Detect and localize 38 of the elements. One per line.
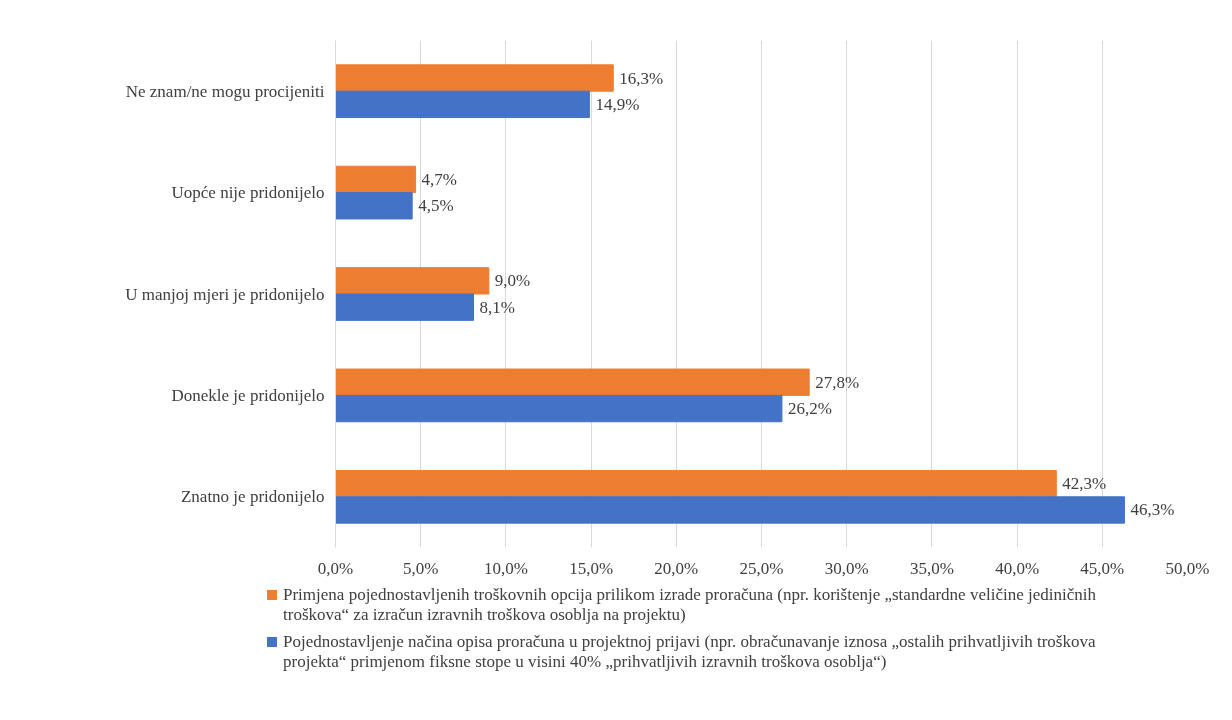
legend-label: Pojednostavljenje načina opisa proračuna u projektnoj prijavi (npr. obračunavanje iznosa „ostalih prihvatljivih troškova projekta“ primjenom fiksne stope u visini 40% „prihvatljivih izravnih troškova osoblja“)	[283, 631, 1097, 673]
bar	[335, 394, 783, 423]
data-label: 42,3%	[1062, 474, 1107, 494]
x-tick-label: 10,0%	[483, 558, 528, 578]
x-tick-label: 5,0%	[402, 558, 439, 578]
bar	[335, 165, 417, 194]
y-tick-label: Uopće nije pridonijelo	[171, 183, 325, 203]
bar	[335, 368, 810, 396]
x-tick-label: 15,0%	[569, 558, 614, 578]
bar	[335, 64, 614, 92]
x-tick-label: 0,0%	[317, 558, 354, 578]
bar	[335, 267, 490, 295]
x-tick-label: 35,0%	[909, 558, 954, 578]
data-label: 16,3%	[619, 68, 664, 88]
data-label: 46,3%	[1130, 500, 1175, 520]
bar	[335, 192, 413, 220]
data-label: 14,9%	[595, 94, 640, 114]
legend-label: Primjena pojednostavljenih troškovnih opcija prilikom izrade proračuna (npr. korištenje „standardne veličine jediničnih troškova“ za izračun izravnih troškova osoblja na projektu)	[283, 585, 1097, 626]
x-tick-label: 25,0%	[739, 558, 784, 578]
x-tick-label: 45,0%	[1080, 558, 1125, 578]
data-label: 4,7%	[421, 169, 458, 189]
x-tick-label: 20,0%	[654, 558, 699, 578]
data-label: 8,1%	[479, 297, 515, 317]
y-tick-label: Znatno je pridonijelo	[180, 487, 325, 507]
bar	[335, 496, 1125, 524]
data-label: 4,5%	[418, 196, 454, 216]
bar	[335, 293, 475, 321]
x-tick-label: 40,0%	[995, 558, 1040, 578]
x-tick-label: 50,0%	[1165, 558, 1210, 578]
bar	[335, 469, 1057, 498]
data-label: 9,0%	[494, 271, 531, 291]
data-label: 26,2%	[787, 399, 832, 419]
y-tick-label: Donekle je pridonijelo	[171, 385, 325, 405]
data-label: 27,8%	[815, 372, 860, 392]
y-tick-label: U manjoj mjeri je pridonijelo	[125, 284, 325, 304]
bar	[335, 90, 590, 119]
y-tick-label: Ne znam/ne mogu procijeniti	[125, 81, 325, 101]
x-tick-label: 30,0%	[824, 558, 869, 578]
